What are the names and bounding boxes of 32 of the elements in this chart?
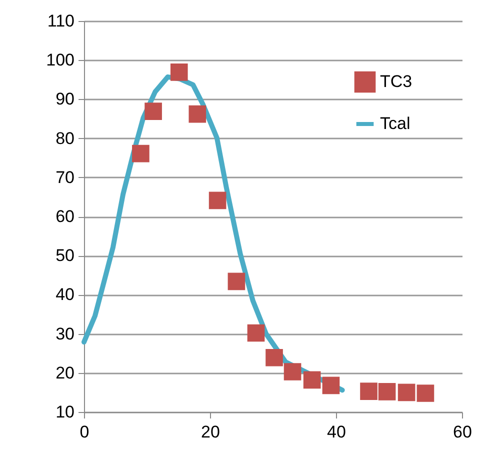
y-tick-label: 60 [56,207,74,226]
legend-label: Tcal [380,114,410,133]
x-tick-label: 20 [201,422,220,442]
y-tick-label: 30 [56,324,74,344]
point [360,382,378,400]
y-tick-label: 40 [56,285,74,304]
point [144,102,162,120]
point [322,376,340,394]
point [188,105,206,123]
point [284,363,302,380]
point [228,272,246,290]
y-tick-label: 10 [56,402,74,422]
point [303,371,321,389]
point [170,64,188,81]
x-tick-label: 40 [327,422,346,442]
point [208,192,226,210]
point [398,384,416,402]
point [378,383,396,400]
y-tick-label: 100 [46,50,74,70]
x-tick-label: 0 [80,422,90,442]
y-tick-label: 70 [56,168,74,187]
y-tick-label: 50 [56,246,74,266]
legend-label: TC3 [380,72,412,91]
x-tick-label: 60 [453,422,472,442]
y-tick-label: 80 [56,128,74,148]
point [266,348,283,366]
y-tick-label: 90 [56,90,74,109]
point [132,144,150,162]
point [416,384,434,402]
point [247,324,265,342]
y-tick-label: 20 [56,363,74,382]
y-tick-label: 110 [47,12,74,30]
